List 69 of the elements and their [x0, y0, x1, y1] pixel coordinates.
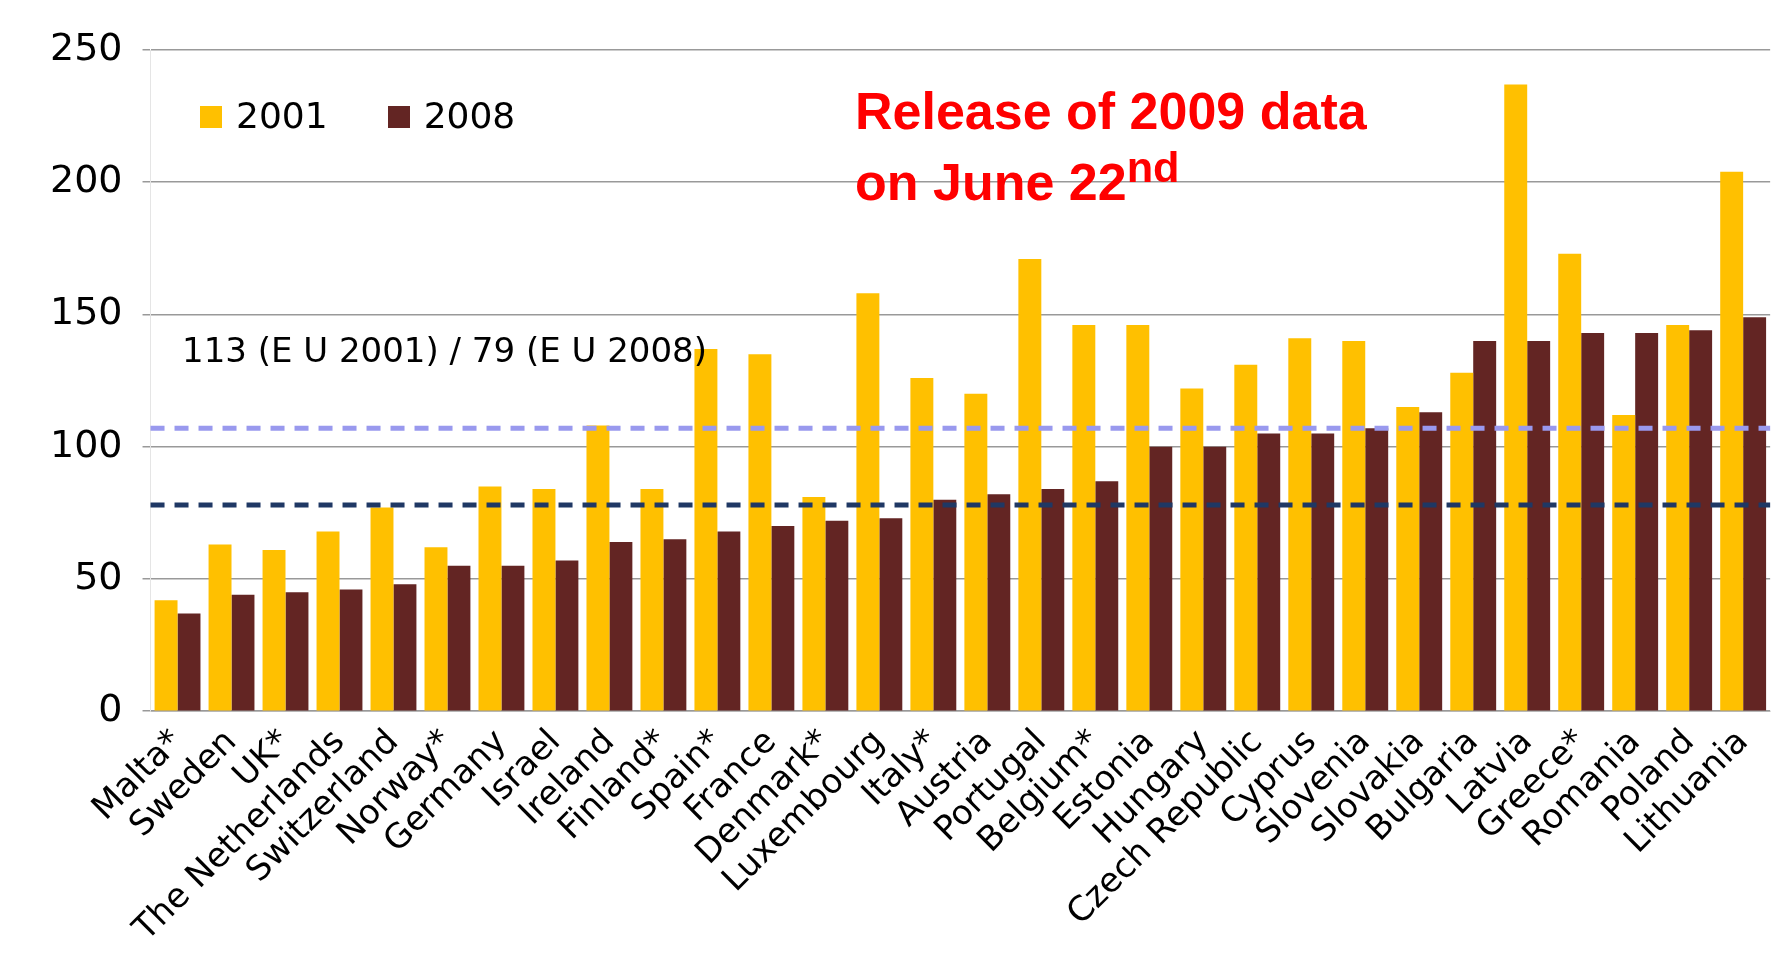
bar: [231, 594, 255, 711]
bar: [1342, 340, 1366, 711]
bar: [316, 531, 340, 711]
bar: [1311, 433, 1335, 711]
bar: [1365, 428, 1389, 711]
bar: [1504, 84, 1528, 711]
bar: [987, 494, 1011, 711]
bar: [1743, 317, 1767, 711]
bar: [1450, 372, 1474, 711]
annotation: 113 (E U 2001) / 79 (E U 2008): [182, 330, 707, 370]
y-tick-label: 200: [50, 157, 123, 202]
bar: [825, 520, 849, 711]
bar: [609, 541, 633, 711]
bar: [1473, 340, 1497, 711]
bar: [262, 549, 286, 711]
bar: [208, 544, 232, 711]
bar: [285, 592, 309, 711]
bar: [748, 354, 772, 711]
bar: [802, 497, 826, 711]
bar: [1072, 325, 1096, 711]
bar: [154, 600, 178, 711]
bar: [1288, 338, 1312, 711]
bar: [532, 489, 556, 711]
bar: [1149, 446, 1173, 711]
bar: [640, 489, 664, 711]
bar: [933, 499, 957, 711]
bar: [1419, 412, 1443, 711]
bar: [1126, 325, 1150, 711]
bar: [910, 377, 934, 711]
bar: [1612, 415, 1636, 711]
y-tick-label: 150: [50, 289, 123, 334]
bar: [393, 584, 417, 711]
bar: [1396, 407, 1420, 711]
bar: [1234, 364, 1258, 711]
bar: [717, 531, 741, 711]
bar: [447, 565, 471, 711]
bar: [1041, 489, 1065, 711]
bar: [1666, 325, 1690, 711]
bar: [1527, 340, 1551, 711]
y-tick-label: 100: [50, 421, 123, 466]
bar: [663, 539, 687, 711]
bar: [555, 560, 579, 711]
bar: [586, 425, 610, 711]
bar: [1180, 388, 1204, 711]
bar: [424, 547, 448, 711]
bar: [879, 518, 903, 711]
bar: [478, 486, 502, 711]
bar: [1635, 333, 1659, 711]
bar: [1203, 446, 1227, 711]
bar: [1581, 333, 1605, 711]
legend-label: 2001: [235, 95, 328, 136]
legend-label: 2008: [422, 95, 516, 136]
bar: [1720, 171, 1744, 711]
annotation: Release of 2009 data on June 22$^{nd}$: [855, 81, 1368, 214]
bar: [1018, 258, 1042, 711]
bar: [1689, 330, 1713, 711]
y-tick-label: 50: [74, 553, 123, 598]
bar: [370, 507, 394, 711]
bar: [856, 293, 880, 711]
bar: [177, 613, 201, 711]
bar: [771, 526, 795, 711]
bar: [339, 589, 363, 711]
bar: [1257, 433, 1281, 711]
bar: [1558, 253, 1582, 711]
bar: [1095, 481, 1119, 711]
bar: [964, 393, 988, 711]
bar: [501, 565, 525, 711]
y-tick-label: 0: [98, 686, 123, 731]
y-tick-label: 250: [50, 24, 123, 69]
